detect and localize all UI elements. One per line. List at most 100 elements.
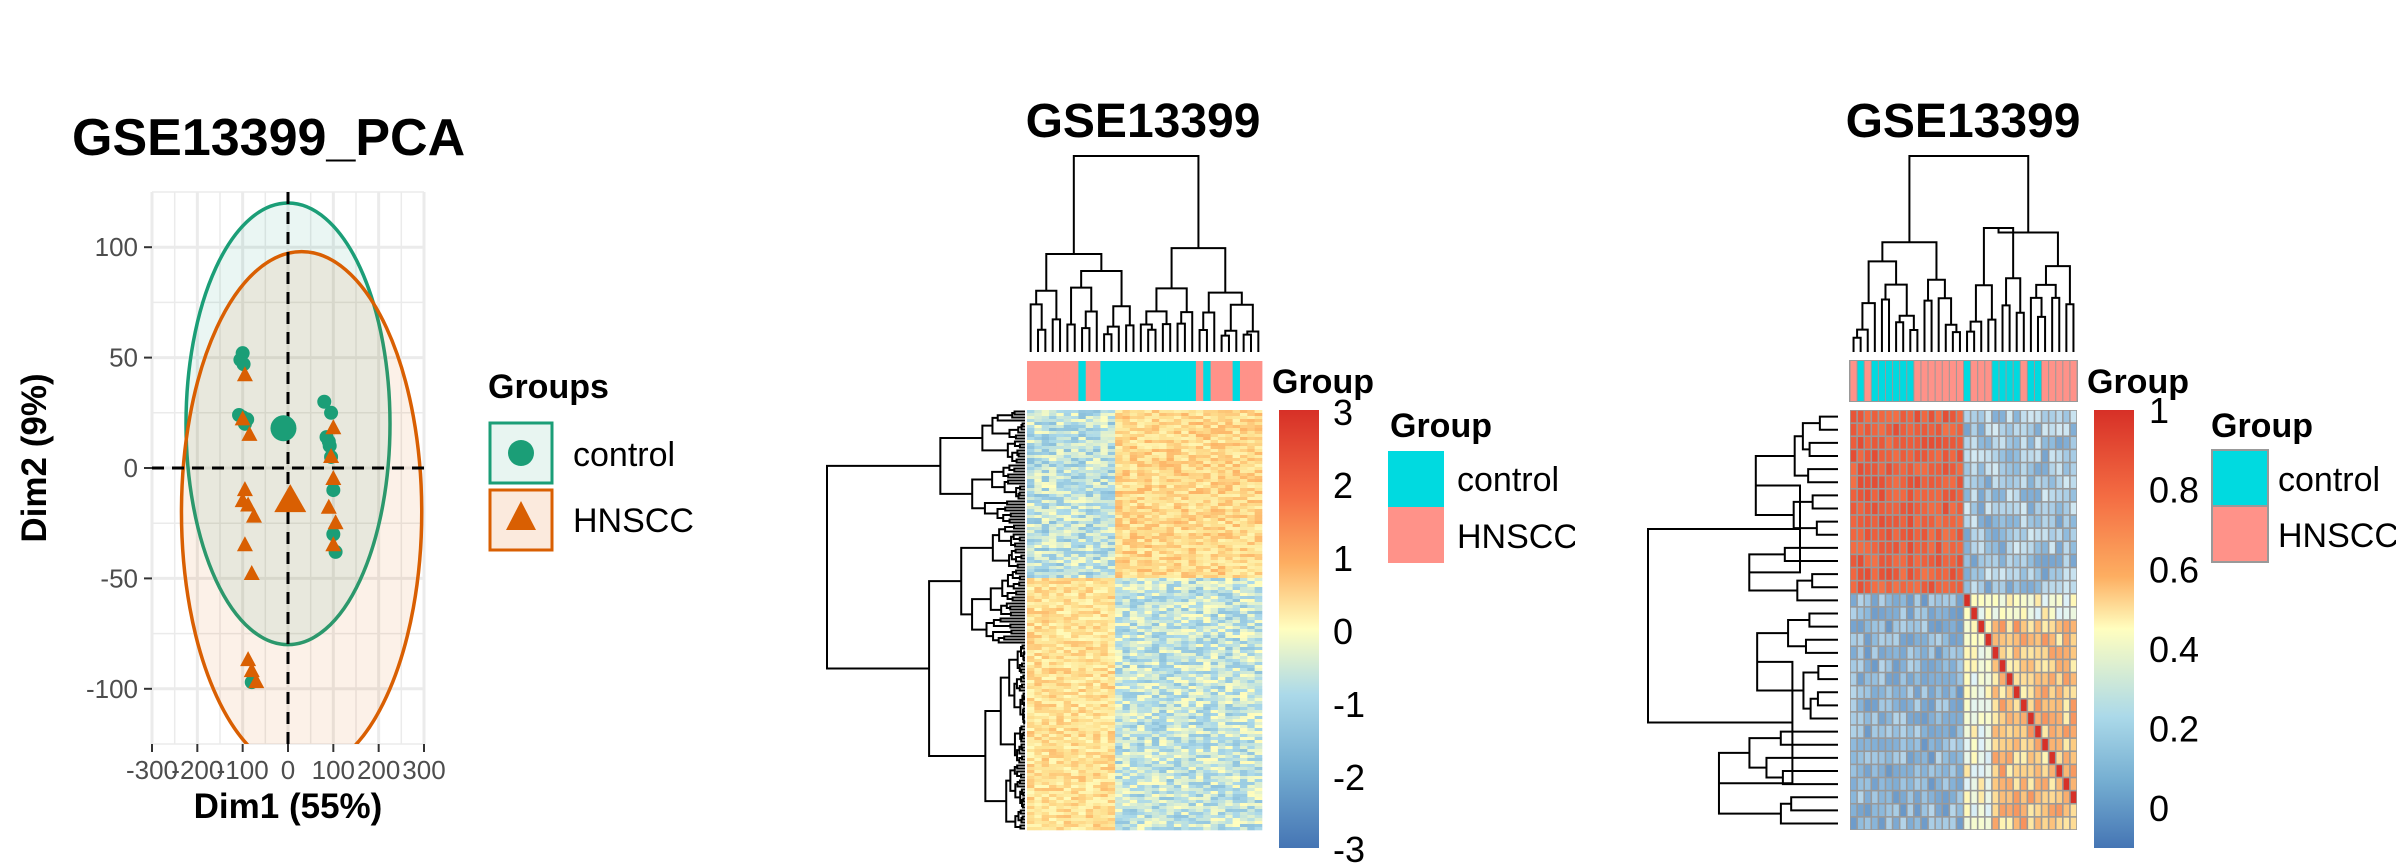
heatmap-cell [1063, 680, 1072, 684]
heatmap-cell [1210, 773, 1219, 777]
heatmap-cell [1151, 704, 1160, 708]
heatmap-cell [1129, 662, 1138, 666]
heatmap-cell [1056, 542, 1065, 546]
heatmap-cell [1115, 656, 1123, 660]
heatmap-cell [1225, 620, 1233, 624]
heatmap-cell [1166, 524, 1175, 528]
heatmap-cell [1239, 530, 1248, 534]
heatmap-cell [1173, 569, 1182, 573]
heatmap-cell [1078, 470, 1087, 474]
heatmap-cell [1173, 620, 1182, 624]
heatmap-cell [1144, 668, 1153, 672]
heatmap-cell [1181, 524, 1189, 528]
heatmap-cell [1107, 683, 1116, 687]
heatmap-cell [1159, 773, 1167, 777]
heatmap-cell [1027, 785, 1035, 789]
heatmap-cell [1093, 422, 1101, 426]
heatmap-cell [1071, 551, 1079, 555]
heatmap-cell [1210, 677, 1219, 681]
heatmap-cell [1049, 434, 1057, 438]
heatmap-cell [1159, 755, 1167, 759]
heatmap-cell [1034, 626, 1042, 630]
heatmap-cell [1144, 713, 1153, 717]
heatmap-cell [1122, 605, 1131, 609]
heatmap-cell [1151, 512, 1160, 516]
heatmap-cell [1034, 638, 1042, 642]
heatmap-cell [1107, 446, 1116, 450]
heatmap-cell [1034, 539, 1042, 543]
heatmap-cell [1210, 518, 1219, 522]
heatmap-cell [1056, 749, 1065, 753]
heatmap-cell [1085, 554, 1094, 558]
heatmap-cell [1210, 587, 1219, 591]
heatmap-cell [1034, 527, 1042, 531]
heatmap-cell [1254, 659, 1263, 663]
heatmap-cell [1056, 809, 1065, 813]
heatmap-cell [1217, 425, 1226, 429]
heatmap-cell [1181, 467, 1189, 471]
heatmap-title: GSE13399 [1026, 95, 1261, 148]
heatmap-cell [1144, 596, 1153, 600]
heatmap-cell [1034, 428, 1042, 432]
heatmap-cell [1195, 479, 1204, 483]
heatmap-cell [1093, 551, 1101, 555]
heatmap-cell [1093, 524, 1101, 528]
heatmap-cell [1247, 686, 1255, 690]
heatmap-cell [1159, 815, 1167, 819]
heatmap-legend-hnscc: HNSCC [1457, 518, 1578, 556]
heatmap-cell [1217, 647, 1226, 651]
heatmap-cell [1078, 743, 1087, 747]
heatmap-cell [1239, 527, 1248, 531]
heatmap-cell [1137, 794, 1145, 798]
heatmap-cell [1203, 683, 1211, 687]
heatmap-cell [1100, 434, 1109, 438]
heatmap-cell [1232, 776, 1241, 780]
heatmap-cell [1239, 512, 1248, 516]
heatmap-cell [1071, 611, 1079, 615]
heatmap-cell [1063, 737, 1072, 741]
heatmap-cell [1181, 599, 1189, 603]
heatmap-cell [1137, 602, 1145, 606]
heatmap-cell [1078, 818, 1087, 822]
heatmap-cell [1254, 743, 1263, 747]
pca-ytick-label: 50 [109, 343, 138, 373]
heatmap-cell [1195, 461, 1204, 465]
heatmap-cell [1122, 590, 1131, 594]
heatmap-cell [1225, 524, 1233, 528]
heatmap-col-branch [1106, 325, 1120, 352]
heatmap-cell [1129, 797, 1138, 801]
heatmap-cell [1137, 488, 1145, 492]
heatmap-cell [1129, 560, 1138, 564]
heatmap-cell [1217, 755, 1226, 759]
heatmap-cell [1137, 434, 1145, 438]
heatmap-cell [1247, 695, 1255, 699]
heatmap-cell [1210, 806, 1219, 810]
correlation-anno-cell [2020, 361, 2027, 401]
heatmap-cell [1107, 815, 1116, 819]
heatmap-cell [1100, 452, 1109, 456]
heatmap-cell [1071, 539, 1079, 543]
heatmap-cell [1034, 437, 1042, 441]
heatmap-cell [1078, 746, 1087, 750]
heatmap-cell [1232, 569, 1241, 573]
heatmap-cell [1100, 548, 1109, 552]
heatmap-cell [1144, 725, 1153, 729]
heatmap-cell [1225, 410, 1233, 414]
heatmap-cell [1071, 554, 1079, 558]
heatmap-cell [1239, 665, 1248, 669]
heatmap-cell [1254, 467, 1263, 471]
heatmap-cell [1151, 716, 1160, 720]
heatmap-cell [1247, 614, 1255, 618]
heatmap-cell [1129, 683, 1138, 687]
heatmap-cell [1239, 725, 1248, 729]
heatmap-cell [1188, 491, 1197, 495]
heatmap-cell [1107, 662, 1116, 666]
heatmap-row-branch [1021, 683, 1025, 689]
correlation-anno-cell [1956, 361, 1963, 401]
heatmap-cell [1151, 539, 1160, 543]
heatmap-cell [1041, 623, 1050, 627]
heatmap-cell [1232, 659, 1241, 663]
heatmap-cell [1129, 509, 1138, 513]
heatmap-cell [1210, 569, 1219, 573]
heatmap-cell [1041, 545, 1050, 549]
